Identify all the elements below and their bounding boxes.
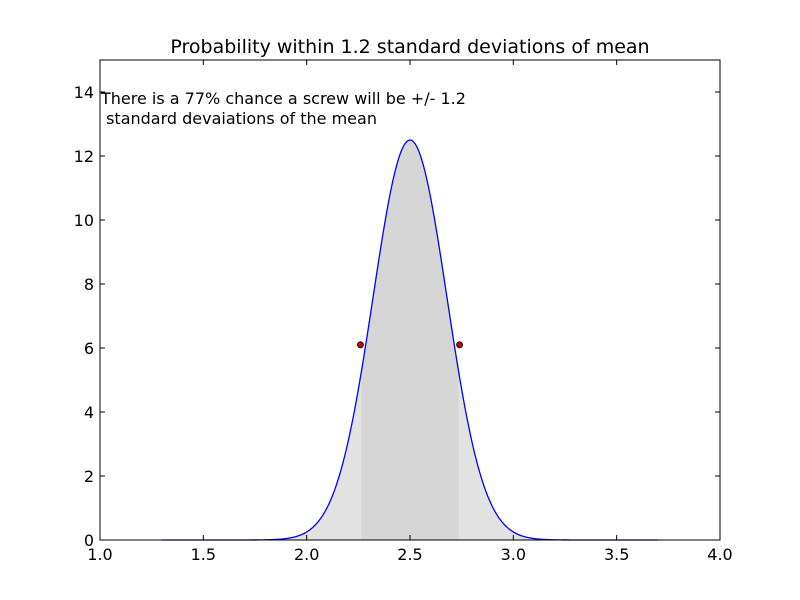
y-tick-label: 12 [74, 147, 94, 166]
x-tick-label: 4.0 [707, 545, 732, 564]
x-tick-label: 3.5 [604, 545, 629, 564]
y-tick-label: 0 [84, 531, 94, 550]
y-tick-label: 10 [74, 211, 94, 230]
annotation-line-1: There is a 77% chance a screw will be +/… [100, 89, 466, 108]
x-tick-label: 1.5 [191, 545, 216, 564]
x-tick-label: 2.0 [294, 545, 319, 564]
chart-title: Probability within 1.2 standard deviatio… [170, 36, 649, 58]
shaded-region-2 [361, 140, 459, 540]
y-tick-label: 14 [74, 83, 94, 102]
y-tick-label: 6 [84, 339, 94, 358]
y-tick-label: 8 [84, 275, 94, 294]
x-tick-label: 3.0 [501, 545, 526, 564]
y-tick-label: 2 [84, 467, 94, 486]
x-tick-label: 2.5 [397, 545, 422, 564]
y-tick-label: 4 [84, 403, 94, 422]
marker-point-1 [356, 341, 364, 349]
annotation-line-2: standard devaiations of the mean [101, 109, 377, 128]
marker-point-2 [456, 341, 464, 349]
plot-area: 1.0 1.5 2.0 2.5 3.0 3.5 4.0 0 2 4 6 8 10 12 14 [74, 59, 733, 564]
x-tick-label: 1.0 [87, 545, 112, 564]
